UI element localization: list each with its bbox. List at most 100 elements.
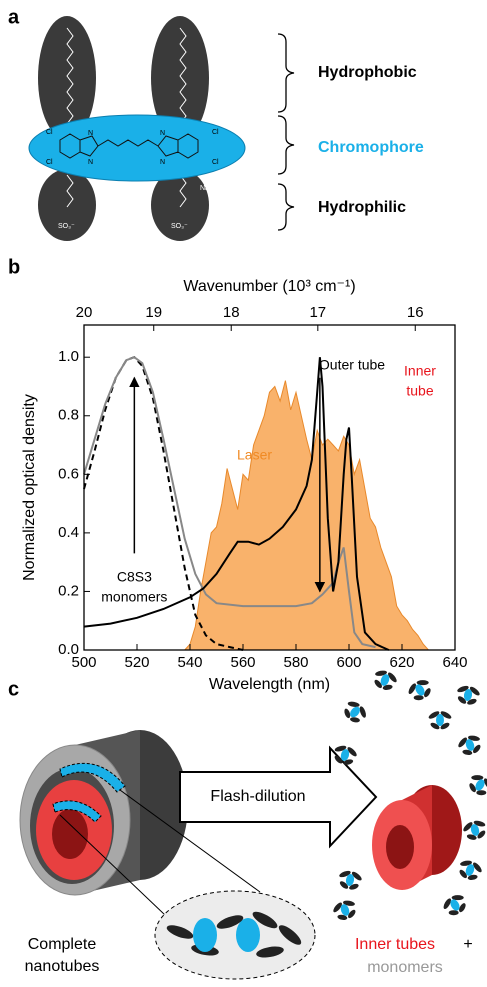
monomer-chain — [408, 683, 417, 695]
inner-tube-hole — [386, 825, 414, 869]
monomer — [374, 670, 397, 690]
spectrum-line — [83, 356, 244, 651]
sulfonate-chain — [151, 169, 209, 241]
monomer-chain — [467, 874, 478, 880]
chain — [252, 911, 278, 929]
x2-tick-label: 19 — [145, 304, 162, 321]
monomer-chain — [416, 680, 429, 686]
x-tick-label: 600 — [336, 654, 361, 671]
chromophore-skeleton — [59, 133, 199, 159]
monomer-chain — [334, 755, 343, 764]
monomer-chain — [374, 679, 382, 689]
caption: monomers — [367, 959, 443, 976]
atom-label: Cl — [46, 159, 53, 166]
monomer-chain — [375, 670, 387, 676]
monomer — [458, 735, 481, 755]
monomer-chain — [428, 711, 440, 719]
chain — [166, 925, 194, 939]
chain — [256, 946, 284, 958]
monomer-chain — [457, 696, 467, 704]
caption: nanotubes — [25, 958, 100, 975]
monomer-chain — [469, 686, 480, 696]
monomer-chain — [333, 902, 342, 913]
monomer-chain — [388, 672, 397, 683]
monomer-chromophore — [436, 714, 444, 726]
monomer-chromophore — [470, 824, 480, 836]
x-tick-label: 500 — [71, 654, 96, 671]
x-tick-label: 640 — [442, 654, 467, 671]
atom-label: N — [88, 159, 93, 166]
annotation: Laser — [237, 447, 272, 463]
monomer-chain — [459, 869, 467, 879]
monomer-chain — [343, 759, 354, 765]
panel-b: b 500 520 540 560 580 600 620 640 0.0 0.2 0.4 0.6 0.… — [8, 256, 468, 693]
monomer-chromophore — [340, 904, 350, 916]
monomer — [339, 870, 362, 890]
monomer — [428, 711, 452, 730]
panel-a: a Cl Cl Cl Cl N N N N Na⁺ SO₃⁻ SO₃⁻ Hydr… — [8, 6, 424, 241]
atom-label: N — [160, 130, 165, 137]
monomer-chromophore — [463, 689, 473, 701]
x2-tick-label: 18 — [223, 304, 240, 321]
monomer-chain — [343, 900, 355, 906]
chromophore — [193, 918, 217, 952]
monomer-chain — [473, 862, 482, 873]
monomer-chain — [468, 735, 480, 741]
highlight-segment — [59, 762, 126, 793]
monomer-chain — [469, 783, 476, 793]
monomer-chain — [483, 778, 487, 790]
plot-frame — [83, 324, 456, 651]
annotation: C8S3 — [117, 569, 152, 585]
group-label: Hydrophilic — [318, 199, 406, 216]
monomer-chain — [347, 747, 357, 757]
chromophore-ellipse — [28, 114, 246, 182]
monomer-chromophore — [350, 706, 360, 718]
monomer-chain — [451, 895, 464, 901]
x-tick-label: 560 — [230, 654, 255, 671]
bracket — [277, 33, 295, 231]
x2-tick-label: 17 — [309, 304, 326, 321]
monomer-chain — [430, 722, 440, 730]
dilution-arrow — [179, 745, 378, 849]
monomer-chain — [440, 711, 452, 719]
alkyl-chain — [151, 16, 209, 140]
monomer-chromophore — [465, 739, 475, 751]
monomer — [463, 820, 486, 840]
monomer-chain — [477, 830, 486, 839]
annotation: Inner — [404, 363, 436, 379]
arrow-label: Flash-dilution — [210, 788, 305, 805]
atom-label: Cl — [212, 129, 219, 136]
monomer — [469, 775, 487, 796]
monomer-chain — [467, 698, 477, 705]
monomer-chain — [348, 909, 356, 919]
monomer-chain — [463, 822, 473, 832]
atom-label: Cl — [46, 129, 53, 136]
spectrum-line — [83, 357, 390, 651]
y-tick-label: 0.4 — [58, 524, 79, 541]
laser-area — [183, 380, 430, 651]
monomer-chain — [443, 898, 452, 910]
y-tick-label: 0.8 — [58, 407, 79, 424]
monomer-chain — [460, 860, 472, 866]
x-tick-label: 620 — [389, 654, 414, 671]
monomer-chromophore — [450, 899, 460, 911]
annotation: monomers — [101, 589, 167, 605]
monomer — [334, 745, 357, 765]
atom-label: N — [160, 159, 165, 166]
monomer-chain — [440, 722, 450, 730]
zoom-molecules — [166, 911, 302, 958]
monomer-chromophore — [475, 779, 485, 791]
monomer — [333, 900, 356, 920]
spectrum-line — [83, 356, 376, 649]
monomer-chain — [339, 881, 349, 889]
monomer-chain — [471, 775, 484, 781]
y-axis-title: Normalized optical density — [21, 394, 38, 581]
inner-tube-hole — [52, 809, 88, 859]
x2-axis-title: Wavenumber (10³ cm⁻¹) — [183, 278, 355, 295]
atom-label: Cl — [212, 159, 219, 166]
x-axis-title: Wavelength (nm) — [209, 676, 330, 693]
chromophore — [236, 918, 260, 952]
monomer-chromophore — [465, 864, 475, 876]
monomer-chain — [457, 685, 469, 693]
